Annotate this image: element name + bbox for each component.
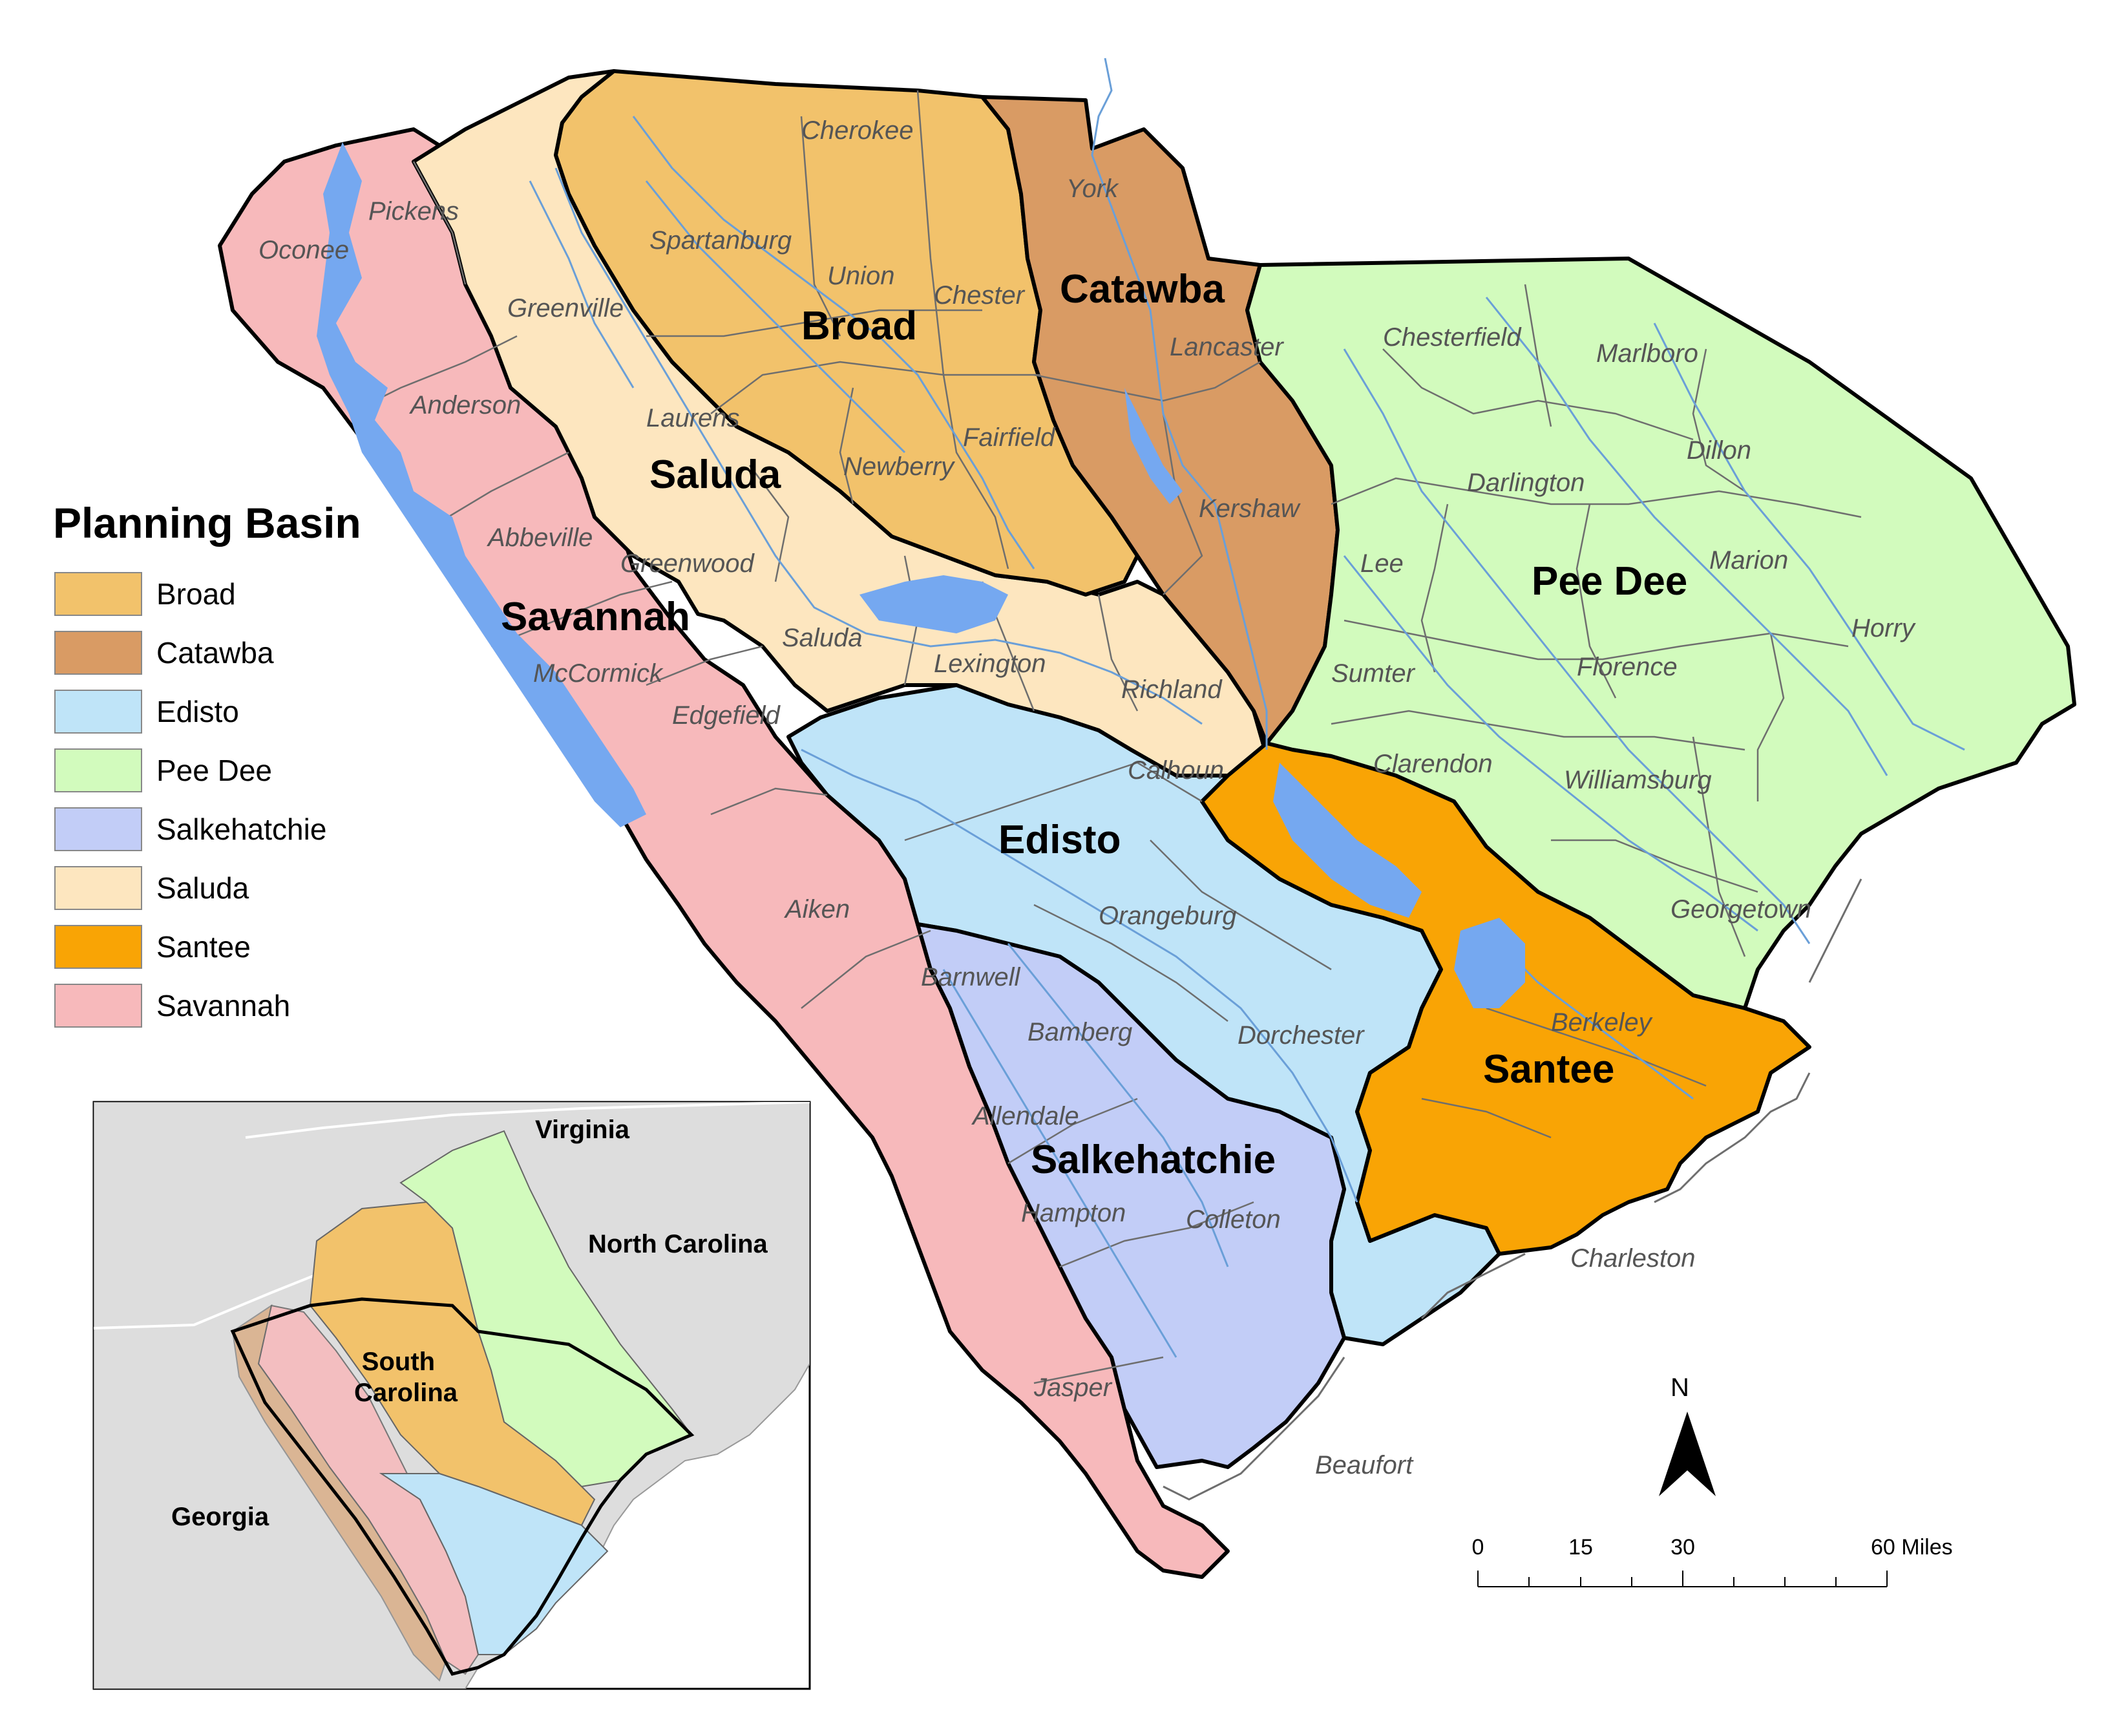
county-label: Pickens	[368, 197, 459, 226]
county-label: McCormick	[533, 659, 664, 688]
county-label: Richland	[1121, 675, 1223, 704]
county-label: Horry	[1851, 614, 1917, 642]
legend-label: Santee	[156, 930, 251, 964]
county-label: Florence	[1577, 653, 1678, 681]
county-label: Calhoun	[1128, 756, 1224, 785]
basin-label-saluda: Saluda	[649, 452, 781, 497]
county-label: Oconee	[258, 236, 349, 264]
inset-label-virginia: Virginia	[535, 1116, 630, 1144]
county-label: Marion	[1709, 546, 1788, 575]
inset-label-carolina: Carolina	[354, 1379, 458, 1407]
inset-map: Virginia North Carolina South Carolina G…	[94, 1102, 810, 1689]
county-label: Abbeville	[487, 524, 593, 552]
legend-label: Saluda	[156, 871, 249, 905]
legend-item-pee-dee: Pee Dee	[55, 749, 272, 792]
scale-tick-label: 0	[1472, 1535, 1484, 1560]
legend-swatch	[55, 984, 142, 1027]
basin-label-edisto: Edisto	[998, 818, 1121, 862]
legend-swatch	[55, 749, 142, 792]
basin-label-salkehatchie: Salkehatchie	[1031, 1138, 1276, 1182]
county-label: Cherokee	[801, 116, 913, 145]
scale-bar: 0 15 30 60 Miles	[1472, 1535, 1953, 1587]
legend-swatch	[55, 573, 142, 615]
basin-label-catawba: Catawba	[1060, 267, 1225, 312]
scale-tick-label: 15	[1568, 1535, 1593, 1560]
county-label: Union	[827, 262, 895, 290]
county-label: Laurens	[646, 404, 740, 432]
legend-label: Savannah	[156, 989, 290, 1022]
inset-label-georgia: Georgia	[171, 1503, 269, 1531]
legend-label: Salkehatchie	[156, 812, 326, 846]
county-label: Allendale	[971, 1102, 1079, 1130]
legend-label: Pee Dee	[156, 754, 272, 787]
basin-label-santee: Santee	[1483, 1047, 1614, 1092]
county-label: Colleton	[1186, 1205, 1281, 1234]
county-label: Chester	[934, 281, 1026, 310]
county-label: Georgetown	[1671, 895, 1811, 924]
legend-item-catawba: Catawba	[55, 631, 274, 674]
county-label: Lancaster	[1170, 333, 1284, 361]
legend-title: Planning Basin	[53, 499, 361, 547]
county-label: Barnwell	[921, 963, 1021, 991]
county-label: Spartanburg	[649, 226, 792, 255]
county-label: Hampton	[1021, 1199, 1126, 1227]
legend-label: Edisto	[156, 695, 239, 728]
county-label: Jasper	[1033, 1373, 1113, 1402]
basin-label-broad: Broad	[801, 304, 917, 348]
county-label: Newberry	[843, 452, 956, 481]
county-label: Edgefield	[672, 701, 781, 730]
basin-label-savannah: Savannah	[501, 595, 690, 639]
county-label: Anderson	[409, 391, 521, 419]
county-label: Charleston	[1570, 1244, 1695, 1273]
county-label: Orangeburg	[1099, 902, 1236, 930]
legend-swatch	[55, 867, 142, 909]
legend-swatch	[55, 690, 142, 733]
basin-label-pee-dee: Pee Dee	[1532, 559, 1687, 604]
county-label: Kershaw	[1199, 494, 1302, 523]
scale-tick-label: 30	[1671, 1535, 1695, 1560]
legend-item-saluda: Saluda	[55, 867, 249, 909]
scale-tick-label: 60 Miles	[1871, 1535, 1953, 1560]
inset-label-north-carolina: North Carolina	[588, 1230, 768, 1258]
county-label: York	[1066, 175, 1119, 203]
north-arrow: N	[1659, 1373, 1716, 1496]
legend-item-salkehatchie: Salkehatchie	[55, 808, 326, 851]
county-label: Clarendon	[1373, 750, 1493, 778]
county-label: Greenville	[507, 294, 624, 323]
north-arrow-label: N	[1671, 1373, 1689, 1402]
legend-label: Broad	[156, 577, 236, 611]
scale-bar-line	[1478, 1571, 1887, 1587]
legend-item-broad: Broad	[55, 573, 236, 615]
legend: Planning Basin Broad Catawba Edisto Pee …	[53, 499, 361, 1027]
legend-item-edisto: Edisto	[55, 690, 239, 733]
north-arrow-icon	[1659, 1412, 1716, 1496]
county-label: Greenwood	[620, 549, 755, 578]
county-label: Lee	[1360, 549, 1404, 578]
legend-swatch	[55, 926, 142, 968]
county-label: Fairfield	[963, 423, 1056, 452]
county-label: Beaufort	[1315, 1451, 1414, 1479]
legend-swatch	[55, 808, 142, 851]
inset-label-south: South	[362, 1348, 435, 1376]
county-label: Aiken	[784, 895, 850, 924]
county-label: Saluda	[782, 624, 863, 652]
county-label: Chesterfield	[1383, 323, 1522, 352]
county-label: Marlboro	[1596, 339, 1698, 368]
county-label: Williamsburg	[1564, 766, 1712, 794]
legend-swatch	[55, 631, 142, 674]
legend-item-savannah: Savannah	[55, 984, 290, 1027]
county-label: Dorchester	[1238, 1021, 1365, 1050]
county-label: Dillon	[1687, 436, 1751, 465]
county-label: Berkeley	[1551, 1008, 1654, 1037]
county-label: Darlington	[1467, 469, 1585, 497]
county-label: Lexington	[934, 650, 1046, 678]
county-label: Bamberg	[1028, 1018, 1132, 1046]
legend-item-santee: Santee	[55, 926, 251, 968]
legend-label: Catawba	[156, 636, 274, 670]
county-label: Sumter	[1331, 659, 1416, 688]
